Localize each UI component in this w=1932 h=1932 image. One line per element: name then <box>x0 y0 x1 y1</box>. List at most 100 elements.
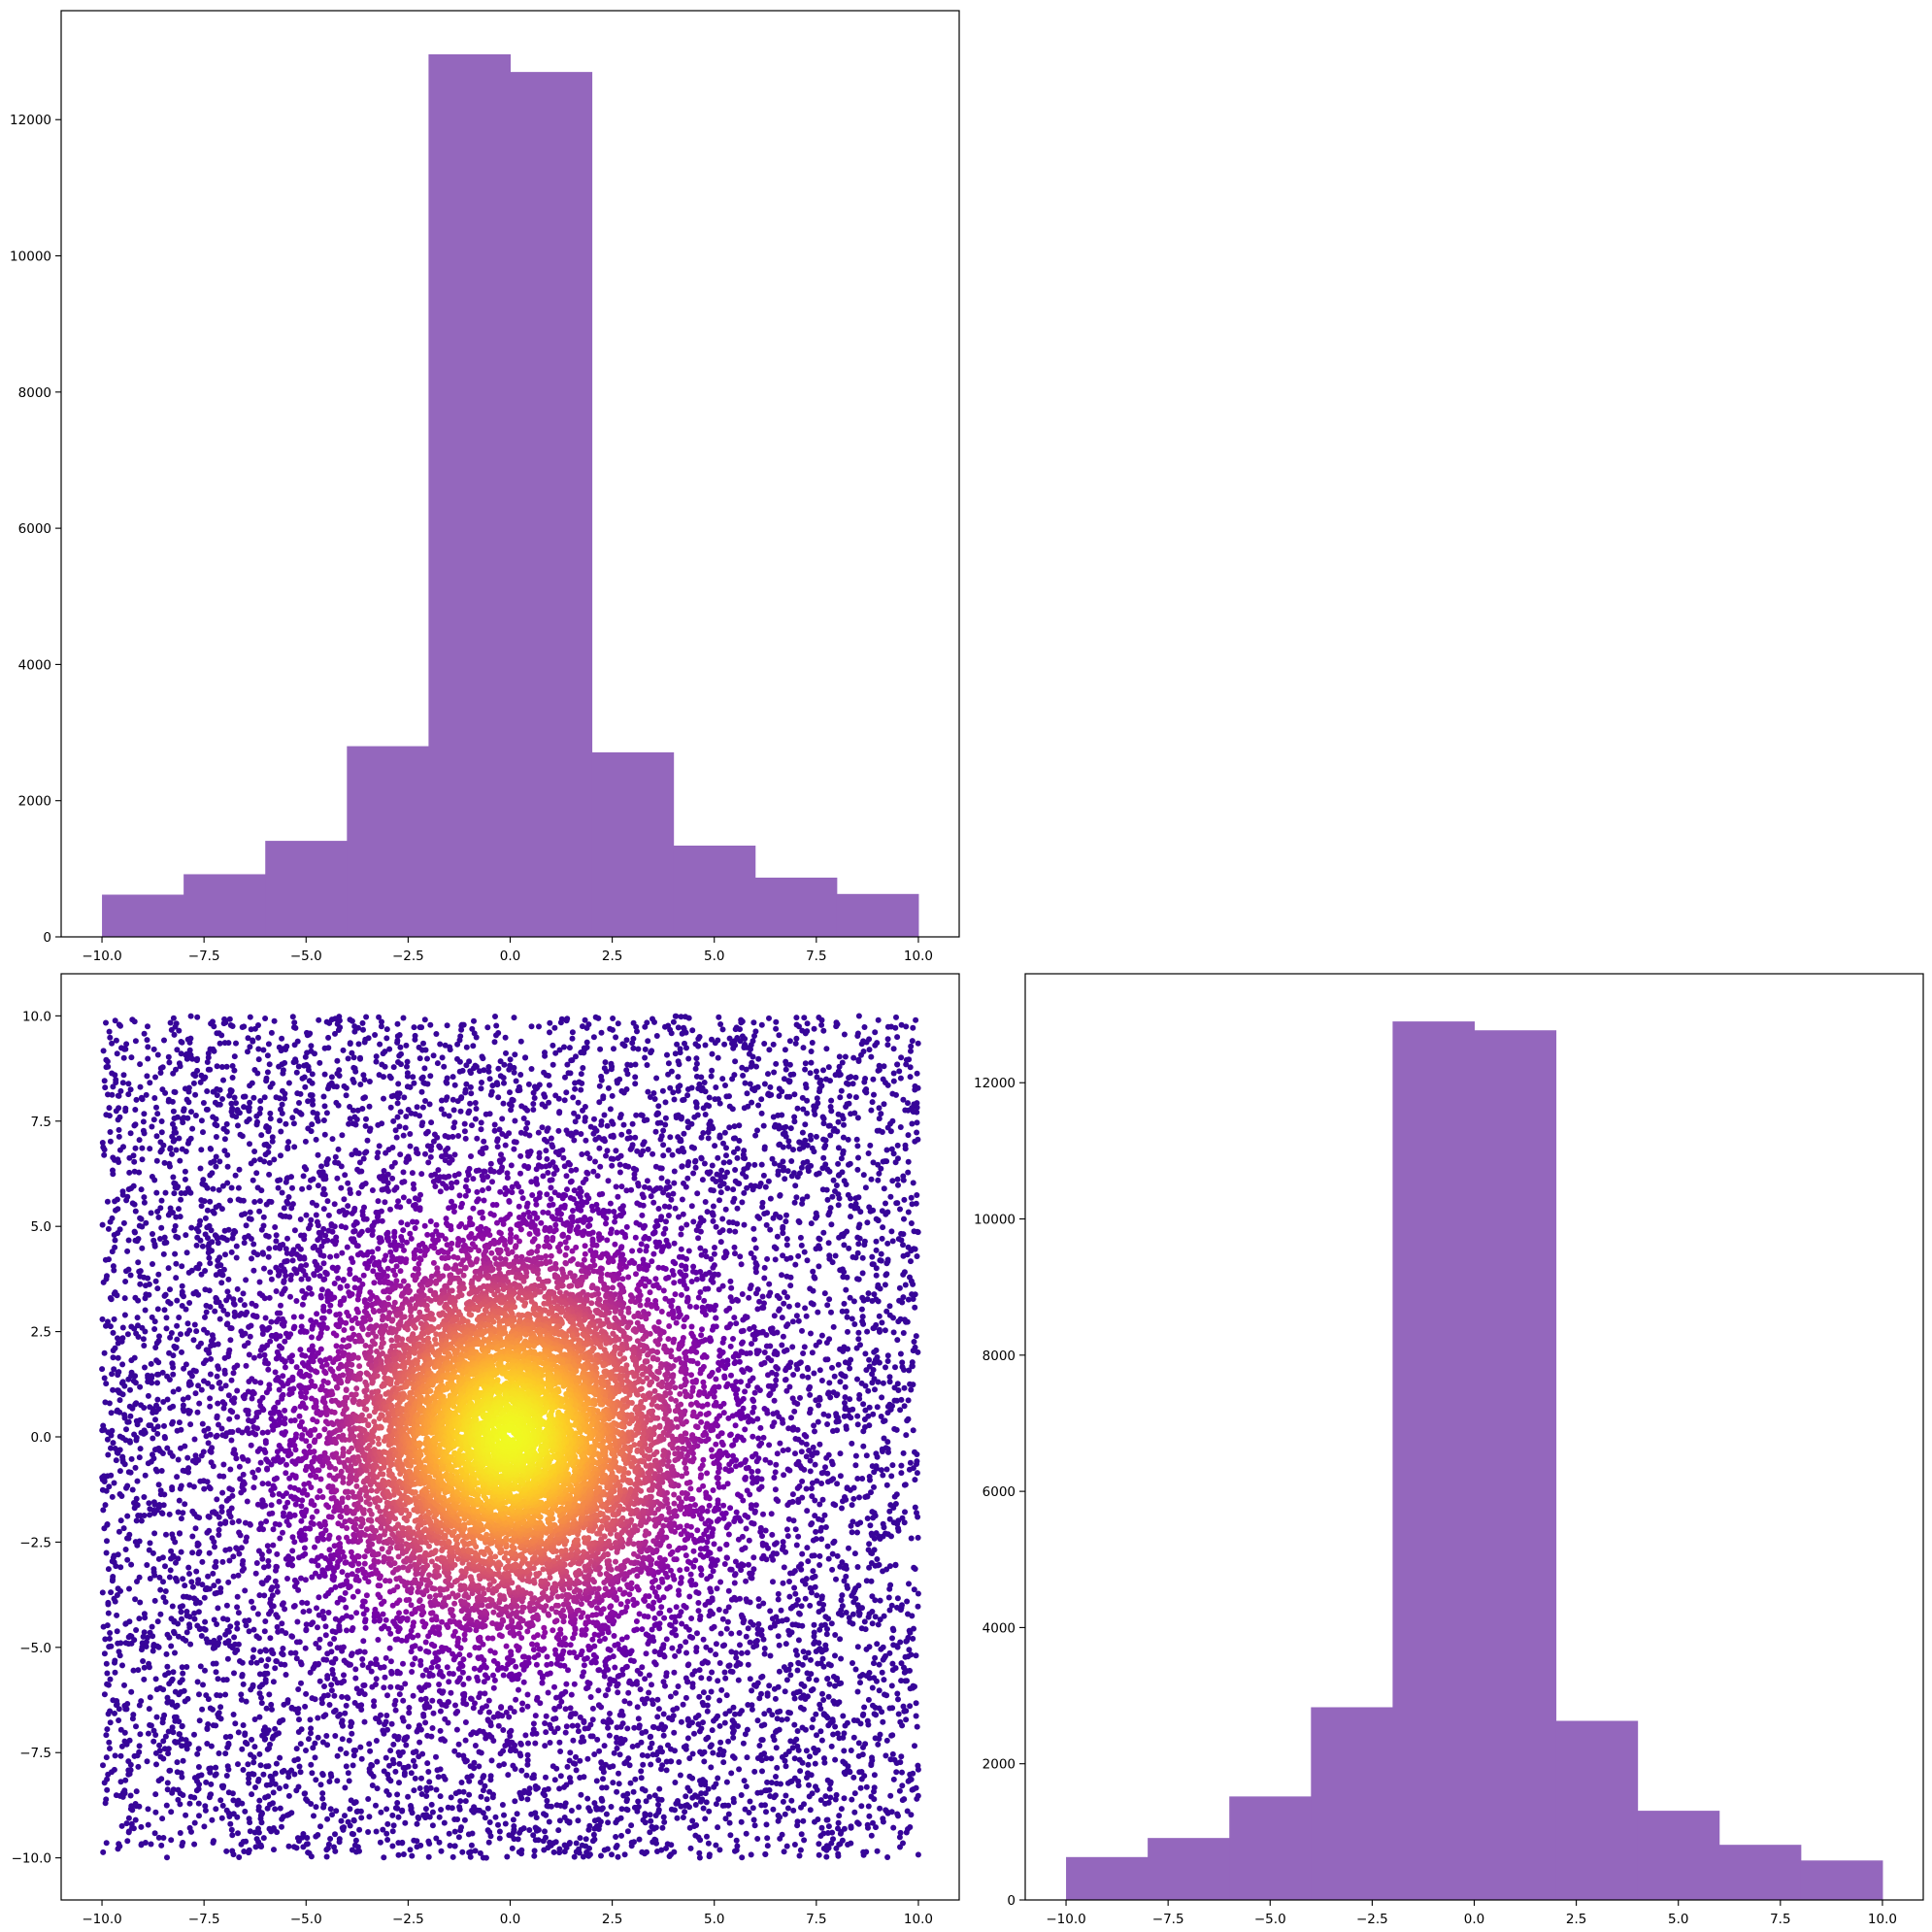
scatter-point <box>912 1138 918 1145</box>
scatter-point <box>621 1043 628 1049</box>
scatter-point <box>851 1790 858 1797</box>
scatter-point <box>595 1015 602 1021</box>
scatter-point <box>251 1199 258 1205</box>
scatter-point <box>245 1049 250 1055</box>
scatter-point <box>296 1100 302 1106</box>
scatter-point <box>719 1802 726 1809</box>
scatter-point <box>797 1704 804 1711</box>
scatter-point <box>618 1832 624 1839</box>
scatter-point <box>433 1753 439 1760</box>
scatter-point <box>124 1513 131 1519</box>
scatter-point <box>783 1236 790 1243</box>
scatter-point <box>686 1824 693 1831</box>
scatter-point <box>241 1240 248 1247</box>
scatter-point <box>198 1147 205 1153</box>
scatter-point <box>907 1685 914 1692</box>
scatter-point <box>684 1735 691 1742</box>
scatter-point <box>615 1853 621 1860</box>
scatter-point <box>250 1754 257 1761</box>
scatter-point <box>858 1625 865 1632</box>
scatter-point <box>135 1334 142 1340</box>
scatter-point <box>173 1260 180 1267</box>
scatter-point <box>841 1578 848 1584</box>
scatter-point <box>272 1665 279 1672</box>
scatter-point <box>848 1522 854 1529</box>
scatter-point <box>675 1798 681 1804</box>
scatter-point <box>104 1521 111 1527</box>
scatter-point <box>814 1171 820 1178</box>
scatter-point <box>511 1069 517 1076</box>
scatter-point <box>378 1023 384 1030</box>
scatter-point <box>208 1791 215 1798</box>
scatter-point <box>107 1630 114 1636</box>
scatter-point <box>210 1185 217 1192</box>
scatter-point <box>165 1728 172 1735</box>
scatter-point <box>749 1186 756 1193</box>
scatter-point <box>168 1643 175 1649</box>
scatter-point <box>211 1158 217 1165</box>
scatter-point <box>786 1079 793 1085</box>
scatter-point <box>288 1810 295 1816</box>
scatter-point <box>365 1796 372 1802</box>
scatter-point <box>826 1296 833 1303</box>
scatter-point <box>477 1849 483 1856</box>
scatter-point <box>883 1807 889 1814</box>
scatter-point <box>883 1482 890 1488</box>
scatter-point <box>879 1208 885 1215</box>
scatter-point <box>116 1528 122 1535</box>
scatter-point <box>101 1151 108 1158</box>
scatter-point <box>207 1304 214 1311</box>
scatter-point <box>840 1150 847 1157</box>
scatter-point <box>296 1763 303 1770</box>
scatter-point <box>781 1076 787 1083</box>
scatter-point <box>901 1196 908 1203</box>
scatter-point <box>692 1802 699 1808</box>
scatter-point <box>135 1236 142 1242</box>
scatter-point <box>171 1227 178 1234</box>
scatter-point <box>128 1455 135 1462</box>
scatter-point <box>848 1748 854 1753</box>
scatter-point <box>808 1330 814 1337</box>
scatter-point <box>683 1045 689 1051</box>
scatter-point <box>153 1104 159 1111</box>
scatter-point <box>894 1604 900 1611</box>
scatter-point <box>155 1214 162 1220</box>
scatter-point <box>111 1766 117 1773</box>
scatter-point <box>166 1634 173 1641</box>
scatter-point <box>174 1759 181 1766</box>
scatter-point <box>889 1635 895 1642</box>
scatter-point <box>820 1154 827 1161</box>
scatter-point <box>201 1823 208 1830</box>
scatter-point <box>153 1157 160 1164</box>
scatter-point <box>170 1403 177 1410</box>
scatter-point <box>632 1776 639 1782</box>
scatter-point <box>795 1637 802 1644</box>
scatter-point <box>507 1056 514 1063</box>
scatter-point <box>251 1149 258 1154</box>
scatter-point <box>837 1267 844 1274</box>
scatter-point <box>437 1041 444 1048</box>
scatter-point <box>100 1762 106 1769</box>
scatter-point <box>380 1826 386 1833</box>
scatter-point <box>227 1197 234 1204</box>
scatter-point <box>881 1101 887 1108</box>
scatter-point <box>608 1066 615 1073</box>
scatter-point <box>590 1831 597 1838</box>
scatter-point <box>598 1795 605 1802</box>
scatter-point <box>855 1013 862 1019</box>
scatter-point <box>883 1466 890 1473</box>
scatter-point <box>211 1838 217 1845</box>
scatter-point <box>394 1100 401 1107</box>
scatter-point <box>270 1800 276 1807</box>
scatter-point <box>770 1041 777 1048</box>
scatter-point <box>484 1024 491 1031</box>
scatter-point <box>306 1184 313 1191</box>
scatter-point <box>332 1030 338 1037</box>
scatter-point <box>837 1094 844 1101</box>
scatter-point <box>854 1529 860 1536</box>
scatter-point <box>705 1734 712 1741</box>
scatter-point <box>153 1133 160 1140</box>
scatter-point <box>260 1835 267 1842</box>
scatter-point <box>684 1124 691 1131</box>
scatter-point <box>336 1836 343 1843</box>
